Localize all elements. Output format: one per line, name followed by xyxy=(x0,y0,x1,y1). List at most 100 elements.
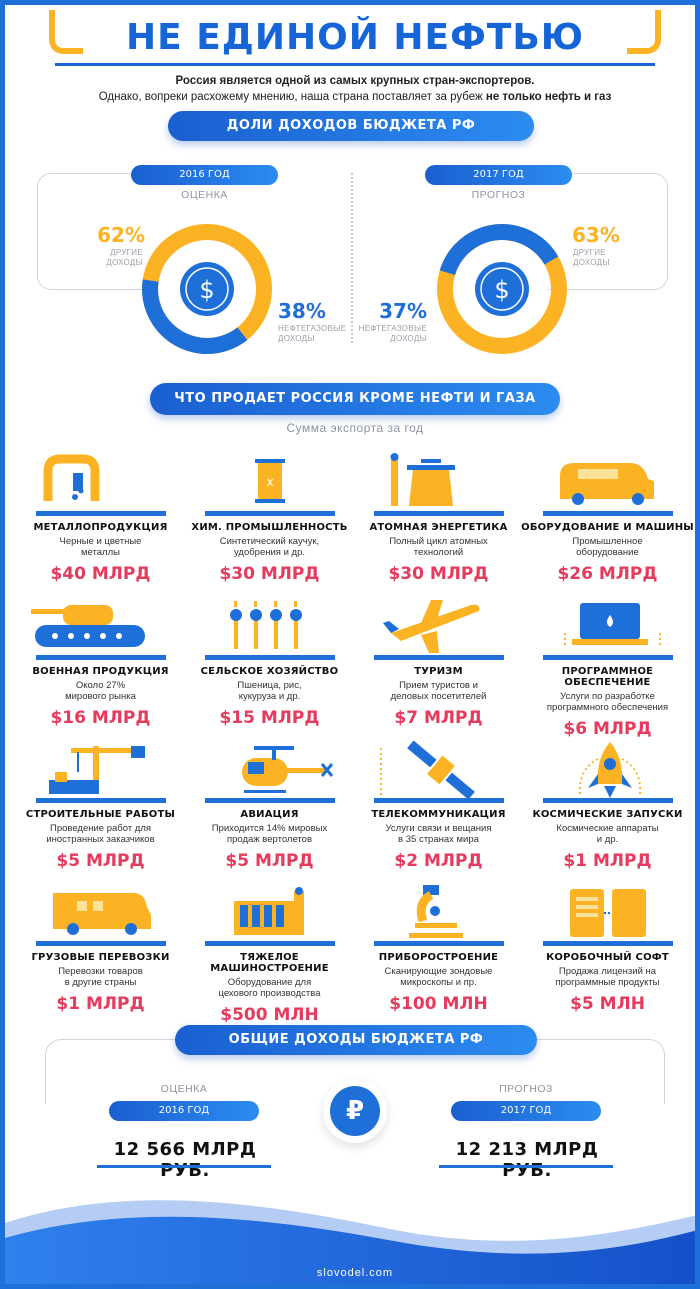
export-item: ВОЕННАЯ ПРОДУКЦИЯ Около 27% мирового рынка… xyxy=(13,595,188,728)
export-item-desc-line2: микроскопы и пр. xyxy=(400,977,477,988)
export-item-value: $2 МЛРД xyxy=(394,851,483,871)
export-item-name: АТОМНАЯ ЭНЕРГЕТИКА xyxy=(369,522,508,533)
oil-label-2016-line1: НЕФТЕГАЗОВЫЕ xyxy=(278,324,347,333)
intro-line-1: Россия является одной из самых крупных с… xyxy=(175,75,535,87)
export-item-desc-line2: программного обеспечения xyxy=(546,702,669,713)
wheat-icon xyxy=(182,595,357,655)
export-item-baseline xyxy=(204,798,335,803)
export-item-name: ОБОРУДОВАНИЕ И МАШИНЫ xyxy=(521,522,694,533)
export-item-desc: Синтетический каучук, удобрения и др. xyxy=(182,536,357,560)
nuclear-plant-icon xyxy=(351,451,526,511)
export-item-value: $40 МЛРД xyxy=(50,564,151,584)
footer-site[interactable]: slovodel.com xyxy=(316,1267,394,1279)
factory-icon xyxy=(182,881,357,941)
totals-right-year: 2017 ГОД xyxy=(451,1101,601,1121)
year-2016-pill: 2016 ГОД xyxy=(131,165,278,185)
export-item-desc: Черные и цветные металлы xyxy=(13,536,188,560)
totals-left-year: 2016 ГОД xyxy=(109,1101,259,1121)
export-item: ОБОРУДОВАНИЕ И МАШИНЫ Промышленное оборудо… xyxy=(520,451,695,584)
export-item: ТУРИЗМ Прием туристов и деловых посетителе… xyxy=(351,595,526,728)
export-item: СТРОИТЕЛЬНЫЕ РАБОТЫ Проведение работ для и… xyxy=(13,738,188,871)
export-item-desc-line1: Оборудование для xyxy=(227,977,312,988)
intro-line-2-bold: не только нефть и газ xyxy=(485,91,612,103)
export-item-desc-line2: программные продукты xyxy=(555,977,660,988)
export-item-value: $30 МЛРД xyxy=(388,564,489,584)
other-pct-2016: 62% xyxy=(97,223,145,247)
export-item-value: $6 МЛРД xyxy=(563,719,652,739)
export-item-desc-line1: Прием туристов и xyxy=(399,680,478,691)
export-item: АТОМНАЯ ЭНЕРГЕТИКА Полный цикл атомных тех… xyxy=(351,451,526,584)
oil-pct-2016: 38% xyxy=(278,299,326,323)
export-item-desc-line1: Сканирующие зондовые xyxy=(384,966,493,977)
export-item-desc: Около 27% мирового рынка xyxy=(13,680,188,704)
dollar-icon: $ xyxy=(494,276,509,304)
export-item-desc-line2: в 35 странах мира xyxy=(398,834,479,845)
ruble-badge: ₽ xyxy=(323,1079,387,1143)
export-item-value: $26 МЛРД xyxy=(557,564,658,584)
export-item-desc: Продажа лицензий на программные продукты xyxy=(520,966,695,990)
rocket-icon xyxy=(520,738,695,798)
export-item-desc: Пшеница, рис, кукуруза и др. xyxy=(182,680,357,704)
export-item-baseline xyxy=(542,511,673,516)
export-item-desc-line1: Космические аппараты xyxy=(556,823,659,834)
intro-line-2: Однако, вопреки расхожему мнению, наша с… xyxy=(5,89,695,105)
export-item-desc-line2: цехового производства xyxy=(218,988,321,999)
export-item-name: МЕТАЛЛОПРОДУКЦИЯ xyxy=(33,522,168,533)
export-item-name: ПРИБОРОСТРОЕНИЕ xyxy=(378,952,499,963)
export-item-baseline xyxy=(35,941,166,946)
year-2017-pill: 2017 ГОД xyxy=(425,165,572,185)
export-item: АВИАЦИЯ Приходится 14% мировых продаж верт… xyxy=(182,738,357,871)
right-year-bracket xyxy=(547,173,668,290)
export-item-baseline xyxy=(35,511,166,516)
ruble-icon: ₽ xyxy=(330,1086,380,1136)
export-item-desc-line1: Черные и цветные xyxy=(59,536,142,547)
export-item-value: $500 МЛН xyxy=(220,1005,319,1025)
export-item-name: АВИАЦИЯ xyxy=(240,809,299,820)
export-item-desc-line1: Полный цикл атомных xyxy=(389,536,488,547)
export-item: ГРУЗОВЫЕ ПЕРЕВОЗКИ Перевозки товаров в дру… xyxy=(13,881,188,1014)
left-year-bracket xyxy=(37,173,158,290)
export-item-desc-line2: иностранных заказчиков xyxy=(46,834,155,845)
export-item-baseline xyxy=(35,798,166,803)
export-item-name: ГРУЗОВЫЕ ПЕРЕВОЗКИ xyxy=(31,952,170,963)
export-item-value: $5 МЛРД xyxy=(56,851,145,871)
export-item-baseline xyxy=(542,941,673,946)
donut-2016-center xyxy=(180,262,234,316)
export-item: ТЕЛЕКОММУНИКАЦИЯ Услуги связи и вещания в … xyxy=(351,738,526,871)
export-item-desc-line1: Около 27% xyxy=(75,680,126,691)
export-item: КОСМИЧЕСКИЕ ЗАПУСКИ Космические аппараты и… xyxy=(520,738,695,871)
estimate-label-2016: ОЦЕНКА xyxy=(181,189,228,201)
software-box-icon xyxy=(520,881,695,941)
export-item-name: СТРОИТЕЛЬНЫЕ РАБОТЫ xyxy=(25,809,176,820)
export-item-baseline xyxy=(542,798,673,803)
export-item-baseline xyxy=(204,511,335,516)
export-item-name: ХИМ. ПРОМЫШЛЕННОСТЬ xyxy=(191,522,348,533)
export-item-baseline xyxy=(204,941,335,946)
export-item-desc: Приходится 14% мировых продаж вертолетов xyxy=(182,823,357,847)
totals-right-kind: ПРОГНОЗ xyxy=(499,1083,553,1095)
metal-pipe-icon xyxy=(13,451,188,511)
export-item-desc: Прием туристов и деловых посетителей xyxy=(351,680,526,704)
donut-2017: $ xyxy=(437,224,567,354)
oil-label-2016: НЕФТЕГАЗОВЫЕ ДОХОДЫ xyxy=(278,324,358,344)
export-item-value: $15 МЛРД xyxy=(219,708,320,728)
export-item: СЕЛЬСКОЕ ХОЗЯЙСТВО Пшеница, рис, кукуруза … xyxy=(182,595,357,728)
export-item-desc-line2: технологий xyxy=(413,547,464,558)
export-item-value: $100 МЛН xyxy=(389,994,488,1014)
export-item-desc-line2: деловых посетителей xyxy=(390,691,487,702)
export-item-desc-line2: кукуруза и др. xyxy=(238,691,301,702)
export-item: МЕТАЛЛОПРОДУКЦИЯ Черные и цветные металлы $… xyxy=(13,451,188,584)
export-item-desc-line1: Услуги связи и вещания xyxy=(385,823,492,834)
microscope-icon xyxy=(351,881,526,941)
other-label-2017-line1: ДРУГИЕ xyxy=(573,248,606,257)
export-item-name: ТЕЛЕКОММУНИКАЦИЯ xyxy=(371,809,506,820)
export-item-value: $16 МЛРД xyxy=(50,708,151,728)
other-label-2016-line1: ДРУГИЕ xyxy=(110,248,143,257)
export-item-desc-line2: мирового рынка xyxy=(65,691,136,702)
footer-wave xyxy=(5,1200,695,1284)
export-item-desc: Оборудование для цехового производства xyxy=(182,977,357,1001)
export-item-baseline xyxy=(373,655,504,660)
intro-line-2-plain: Однако, вопреки расхожему мнению, наша с… xyxy=(98,91,486,103)
laptop-icon xyxy=(520,595,695,655)
forecast-label-2017: ПРОГНОЗ xyxy=(471,189,526,201)
